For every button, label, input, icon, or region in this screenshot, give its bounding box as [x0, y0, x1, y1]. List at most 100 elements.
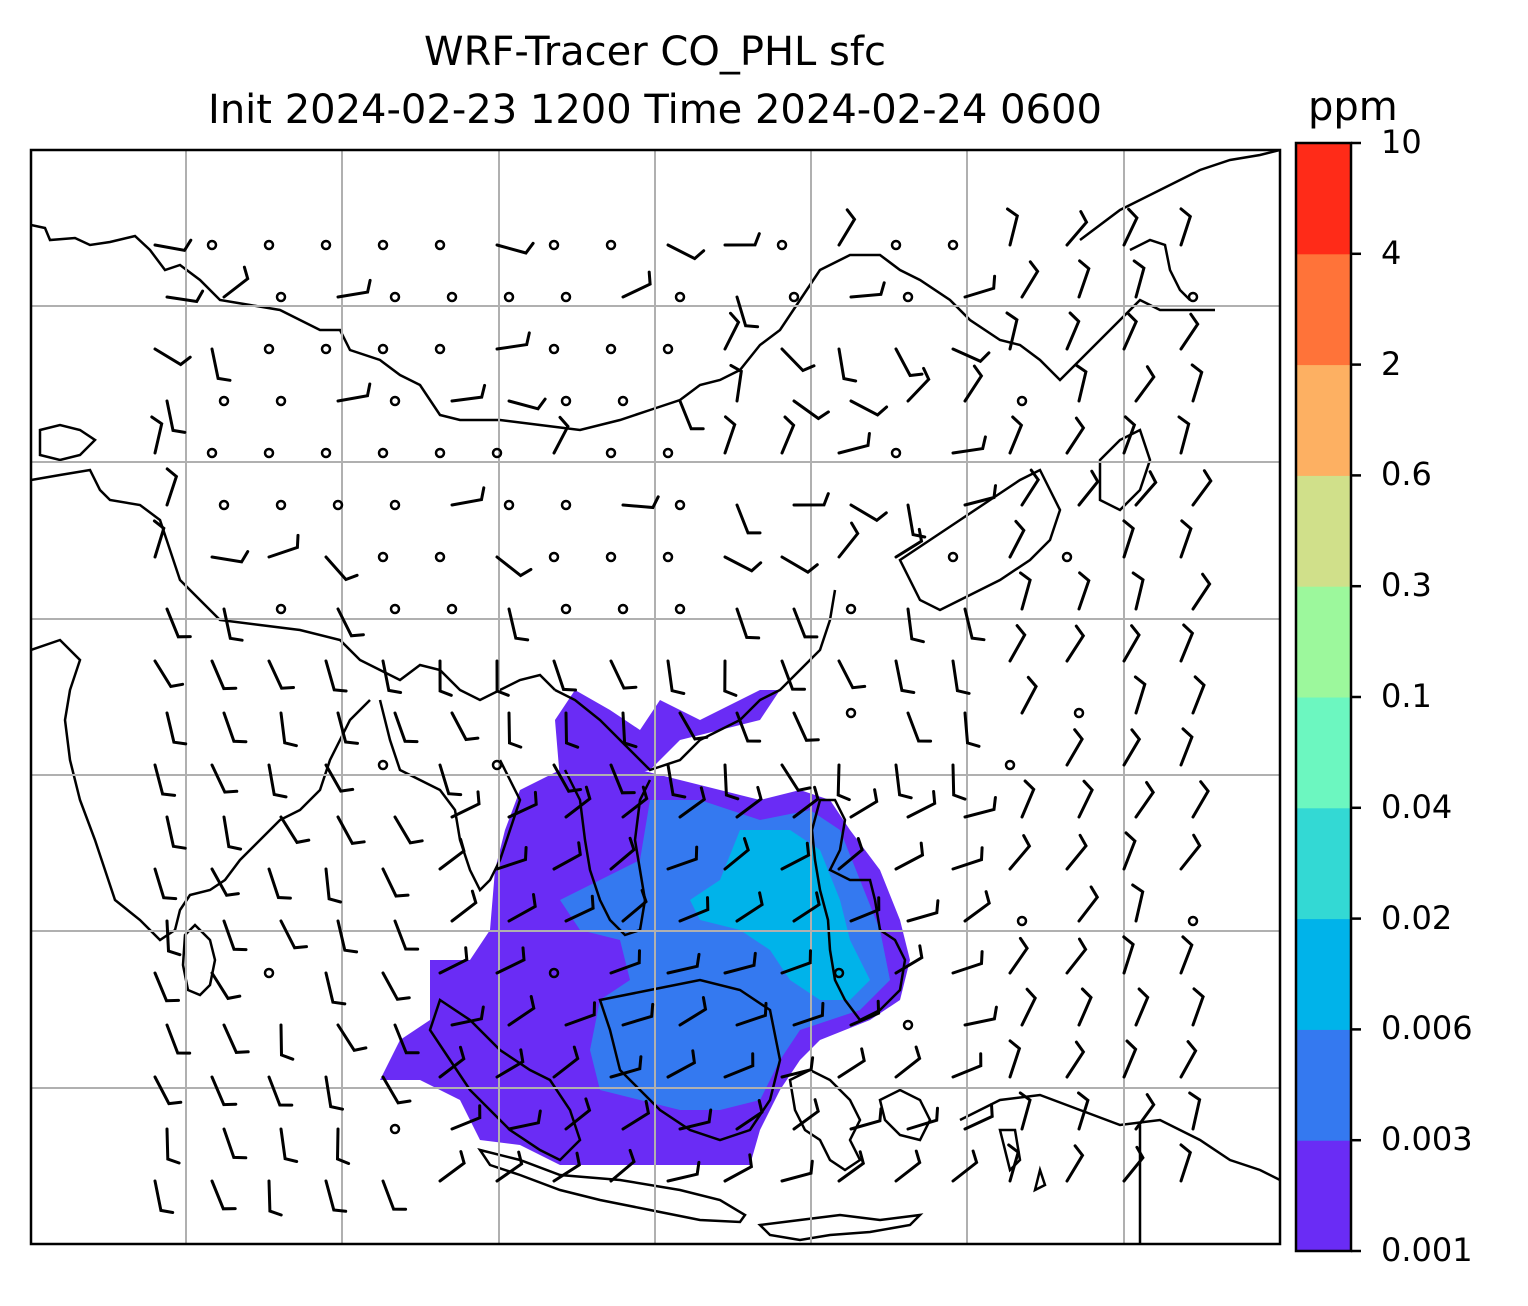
wind-barb: [438, 1150, 466, 1183]
wind-barb: [1020, 779, 1036, 819]
calm-marker: [1016, 915, 1028, 927]
wind-barb: [837, 347, 858, 383]
wind-barb: [963, 364, 984, 403]
wind-barb: [729, 363, 743, 403]
wind-barb: [450, 486, 486, 507]
wind-barb: [1134, 470, 1158, 507]
wind-barb: [735, 711, 762, 743]
wind-barb: [780, 1056, 815, 1079]
wind-barb: [267, 533, 300, 559]
wind-barb: [450, 889, 478, 923]
wind-barb: [153, 238, 193, 253]
calm-marker: [560, 395, 572, 407]
wind-barb: [609, 763, 636, 795]
colorbar-band: [1296, 918, 1351, 1030]
calm-marker: [776, 239, 788, 251]
wind-barb: [324, 971, 347, 1006]
wind-barb: [1077, 885, 1100, 923]
colorbar-band: [1296, 364, 1351, 476]
wind-barb: [792, 399, 830, 421]
calm-marker: [389, 395, 401, 407]
wind-barb: [222, 265, 250, 299]
calm-marker: [377, 551, 389, 563]
colorbar-tick-label: 0.006: [1381, 1009, 1473, 1048]
wind-barb: [1177, 415, 1191, 455]
wind-barb: [381, 1075, 412, 1105]
wind-barb: [381, 1179, 408, 1211]
calm-marker: [674, 603, 686, 615]
wind-barb: [393, 919, 420, 951]
wind-barb: [552, 415, 570, 455]
wind-barb: [1179, 1143, 1193, 1183]
calm-marker: [662, 447, 674, 459]
wind-barb: [609, 659, 638, 690]
calm-marker: [662, 551, 674, 563]
wind-barb: [1134, 1093, 1156, 1131]
wind-barb: [1065, 728, 1084, 767]
wind-barb: [951, 846, 984, 871]
wind-barb: [1008, 624, 1027, 663]
calm-marker: [548, 967, 560, 979]
wind-barb: [564, 785, 592, 819]
calm-marker: [560, 291, 572, 303]
wind-barb: [723, 311, 741, 351]
map-subtitle: Init 2024-02-23 1200 Time 2024-02-24 060…: [208, 87, 1102, 133]
wind-barb: [381, 659, 403, 694]
wind-barb: [324, 659, 348, 693]
wind-barb: [1019, 571, 1032, 611]
wind-barbs: [150, 207, 1213, 1217]
wind-barb: [849, 788, 879, 819]
wind-barb: [222, 1023, 250, 1054]
calm-marker: [833, 967, 845, 979]
wind-barb: [507, 397, 547, 411]
gridlines: [31, 150, 1280, 1244]
wind-barb: [735, 607, 761, 640]
wind-barb: [165, 919, 182, 957]
wind-barb: [951, 435, 987, 455]
wind-barb: [495, 331, 531, 351]
calm-marker: [275, 291, 287, 303]
calm-marker: [377, 447, 389, 459]
wind-barb: [552, 1151, 581, 1183]
wind-barb: [1191, 469, 1213, 507]
wind-barb: [153, 867, 178, 901]
wind-barb: [267, 867, 292, 900]
wind-barb: [210, 550, 250, 564]
calm-marker: [263, 447, 275, 459]
wind-barb: [336, 815, 366, 846]
wind-barb: [324, 867, 343, 904]
colorbar-tick-label: 0.1: [1381, 677, 1432, 715]
wind-barb: [153, 971, 180, 1003]
calm-marker: [320, 343, 332, 355]
wind-barb: [438, 837, 466, 871]
wind-barb: [780, 659, 806, 691]
wind-barb: [165, 399, 187, 434]
wind-barb: [1179, 1040, 1198, 1079]
wind-barb: [678, 996, 708, 1027]
wind-barb: [1191, 675, 1206, 715]
wind-barb: [1020, 468, 1041, 507]
wind-barb: [507, 1109, 542, 1131]
wind-barb: [495, 846, 528, 871]
wind-barb: [1065, 210, 1089, 247]
wind-barb: [666, 243, 706, 261]
calm-marker: [674, 499, 686, 511]
wind-barb: [222, 1127, 248, 1160]
wind-barb: [1188, 1091, 1202, 1131]
wind-barb: [963, 711, 981, 748]
tracer-plume: [380, 690, 910, 1165]
wind-barb: [552, 763, 583, 793]
wind-barb: [792, 1098, 820, 1131]
wind-barb: [552, 1045, 580, 1079]
wind-barb: [678, 786, 707, 819]
wind-barb: [165, 607, 192, 639]
colorbar-band: [1296, 807, 1351, 920]
map-title: WRF-Tracer CO_PHL sfc: [424, 29, 886, 75]
calm-marker: [320, 447, 332, 459]
wind-barb: [963, 607, 986, 642]
wind-barb: [210, 1179, 237, 1211]
wind-barb: [951, 1052, 983, 1079]
wind-barb: [1065, 833, 1088, 871]
calm-marker: [434, 551, 446, 563]
